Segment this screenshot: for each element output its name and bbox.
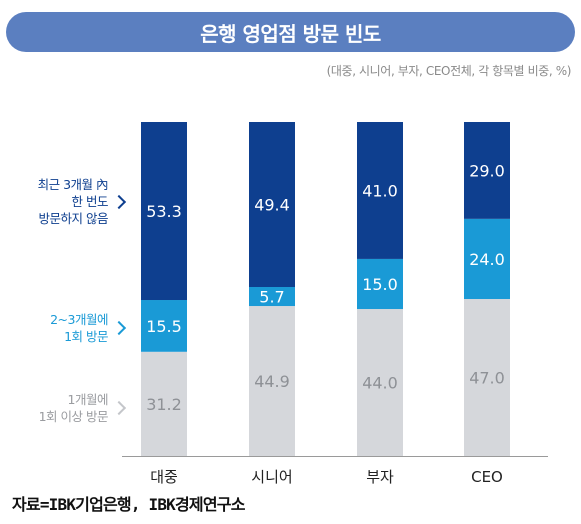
chart-subtitle: (대중, 시니어, 부자, CEO전체, 각 항목별 비중, %) <box>326 64 572 78</box>
data-label: 44.0 <box>362 374 398 393</box>
bar-segment <box>249 122 295 287</box>
data-label: 24.0 <box>469 250 505 269</box>
legend-item-2-3-months: 2~3개월에 1회 방문 <box>4 311 128 345</box>
category-label: 대중 <box>150 468 178 486</box>
data-label: 5.7 <box>259 288 284 307</box>
bar-segment <box>357 122 403 259</box>
data-label: 53.3 <box>146 202 182 221</box>
category-label: 시니어 <box>251 468 292 486</box>
bar-segment <box>464 299 510 456</box>
data-label: 31.2 <box>146 395 182 414</box>
data-label: 29.0 <box>469 161 505 180</box>
data-label: 49.4 <box>254 195 290 214</box>
legend-label-monthly: 1개월에 1회 이상 방문 <box>38 392 109 424</box>
source-note: 자료=IBK기업은행, IBK경제연구소 <box>12 495 245 514</box>
bar-segment <box>249 306 295 456</box>
category-label: CEO <box>471 468 503 486</box>
bar-segment <box>249 286 295 307</box>
bar-segment <box>141 122 187 301</box>
legend-item-monthly: 1개월에 1회 이상 방문 <box>4 391 128 425</box>
data-label: 44.9 <box>254 372 290 391</box>
bar-segment <box>357 309 403 456</box>
legend-label-2-3-months: 2~3개월에 1회 방문 <box>50 312 108 344</box>
bar-segment <box>464 218 510 300</box>
data-label: 15.5 <box>146 317 182 336</box>
category-label: 부자 <box>366 468 394 486</box>
data-label: 41.0 <box>362 181 398 200</box>
bar-segment <box>141 300 187 352</box>
data-label: 15.0 <box>362 275 398 294</box>
bar-segment <box>141 351 187 456</box>
data-label: 47.0 <box>469 369 505 388</box>
bar-segment <box>357 258 403 310</box>
bar-segment <box>464 122 510 219</box>
chart-title-bar: 은행 영업점 방문 빈도 <box>6 12 575 52</box>
chart-title: 은행 영업점 방문 빈도 <box>200 21 381 46</box>
